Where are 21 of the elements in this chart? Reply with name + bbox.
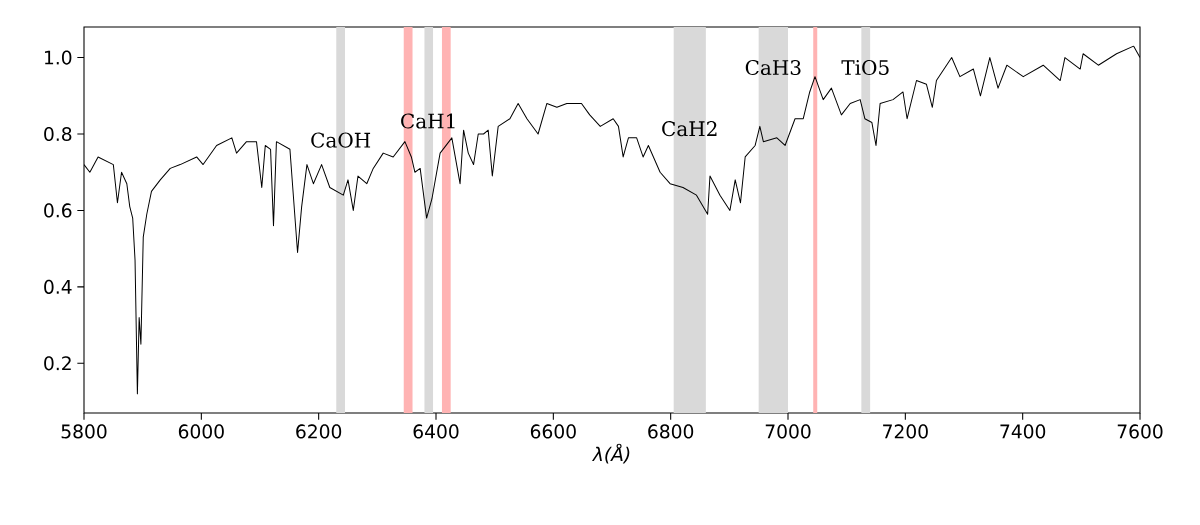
band-label: CaOH [311, 132, 371, 148]
x-tick-label: 5800 [61, 424, 107, 439]
y-tick-label: 0.2 [44, 356, 71, 371]
band-label: CaH1 [401, 113, 455, 129]
x-tick-label: 6400 [413, 424, 459, 439]
y-tick-label: 0.8 [44, 126, 72, 142]
x-tick-label: 6000 [178, 424, 224, 439]
y-tick-label: 1.0 [44, 50, 72, 65]
band-label: CaH3 [745, 59, 801, 76]
x-tick-label: 6600 [530, 424, 576, 439]
x-tick-label: 6800 [648, 424, 694, 439]
x-tick-label: 7000 [765, 424, 811, 439]
x-axis-title: λ(Å) [592, 443, 630, 464]
x-tick-label: 7200 [883, 424, 928, 439]
y-tick-label: 0.4 [44, 279, 72, 294]
x-tick-label: 6200 [296, 424, 342, 439]
y-tick-label: 0.6 [44, 203, 72, 218]
x-tick-label: 7600 [1117, 424, 1163, 439]
band-label: CaH2 [662, 121, 717, 137]
band-label: TiO5 [841, 59, 889, 76]
x-tick-label: 7400 [1000, 424, 1046, 439]
